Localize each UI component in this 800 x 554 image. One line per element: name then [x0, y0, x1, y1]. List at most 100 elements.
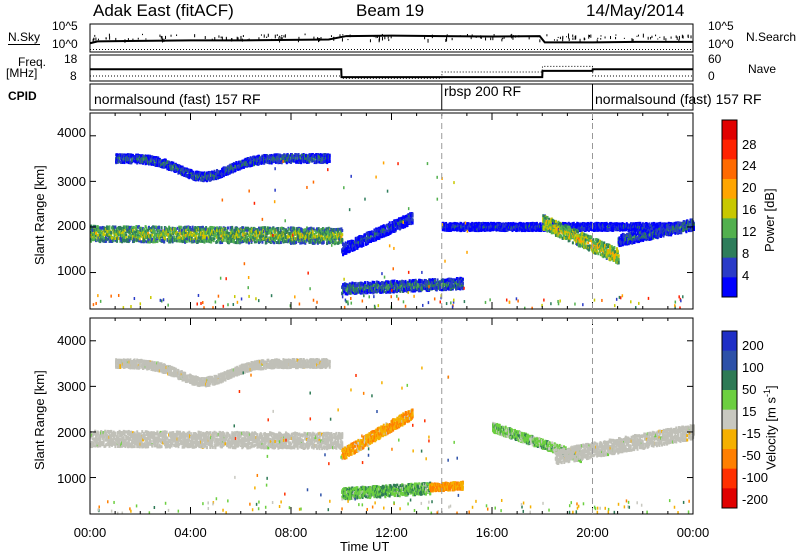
noise-spike — [236, 36, 238, 41]
rti-cell — [254, 234, 257, 238]
noise-spike — [651, 35, 653, 38]
rti-cell — [108, 225, 111, 229]
rti-cell — [332, 232, 335, 236]
noise-spike — [319, 38, 321, 42]
rti-cell — [216, 240, 219, 244]
rti-cell — [335, 227, 338, 231]
rti-cell — [339, 240, 342, 244]
rti-cell — [90, 233, 92, 237]
rti-cell — [232, 232, 235, 236]
rti-cell — [231, 225, 234, 229]
rti-cell — [312, 227, 315, 231]
rti-cell — [137, 234, 140, 238]
rti-cell — [140, 226, 143, 230]
noise-spike — [568, 38, 570, 42]
rti-cell — [252, 230, 255, 234]
noise-spike — [231, 38, 233, 42]
rti-cell — [247, 228, 250, 232]
rti-cell — [205, 226, 208, 230]
rti-cell — [322, 227, 325, 231]
noise-spike — [631, 38, 633, 43]
rti-cell — [114, 237, 117, 241]
noise-spike — [574, 35, 576, 40]
noise-spike — [274, 34, 276, 39]
noise-spike — [512, 35, 514, 37]
rti-cell — [126, 238, 129, 242]
noise-spike — [378, 38, 380, 42]
noise-spike — [490, 37, 492, 41]
rti-cell — [204, 238, 207, 242]
rti-cell — [256, 156, 259, 160]
noise-panel — [89, 23, 694, 53]
noise-spike — [511, 33, 513, 38]
noise-spike — [446, 37, 448, 42]
noise-spike — [655, 34, 657, 37]
cpid-dividers — [441, 84, 593, 110]
noise-spike — [284, 34, 286, 38]
rti-cell — [135, 227, 138, 231]
rti-cell — [152, 240, 155, 244]
noise-spike — [480, 36, 482, 39]
rti-cell — [317, 227, 320, 231]
noise-spike — [221, 36, 223, 41]
rti-cell — [118, 233, 121, 237]
rti-cell — [319, 240, 322, 244]
rti-cell — [229, 233, 232, 237]
noise-spike — [610, 36, 612, 40]
rti-cell — [274, 160, 277, 164]
noise-spike — [266, 36, 268, 39]
rti-cell — [280, 161, 283, 165]
noise-spike — [162, 38, 164, 43]
noise-spike — [369, 39, 371, 43]
rti-cell — [242, 165, 245, 169]
rti-cell — [181, 173, 184, 177]
rti-cell — [153, 227, 156, 231]
noise-spike — [632, 38, 634, 42]
noise-spike — [501, 38, 503, 42]
rti-cell — [100, 231, 103, 235]
rti-cell — [151, 231, 154, 235]
rti-cell — [105, 235, 108, 239]
rti-cell — [195, 226, 198, 230]
rti-cell — [160, 226, 163, 230]
rti-cell — [152, 225, 155, 229]
rti-cell — [216, 238, 219, 242]
rti-cell — [149, 155, 152, 159]
rti-cell — [200, 227, 203, 231]
rti-cell — [185, 225, 188, 229]
rti-cell — [291, 237, 294, 241]
rti-cell — [235, 228, 238, 232]
rti-cell — [191, 225, 194, 229]
rti-cell — [121, 239, 124, 243]
noise-spike — [320, 37, 322, 40]
rti-cell — [195, 237, 198, 241]
noise-spike — [615, 34, 617, 36]
rti-cell — [162, 229, 165, 233]
noise-spike — [276, 34, 278, 36]
nave-line — [90, 65, 693, 79]
rti-cell — [326, 242, 329, 246]
cpid-panel — [89, 83, 694, 111]
rti-cell — [105, 239, 108, 243]
rti-cell — [203, 227, 206, 231]
rti-cell — [157, 157, 160, 161]
rti-cell — [221, 237, 224, 241]
rti-cell — [142, 227, 145, 231]
noise-spike — [160, 35, 162, 39]
rti-cell — [150, 228, 153, 232]
rti-cell — [301, 233, 304, 237]
noise-spike — [642, 33, 644, 38]
rti-cell — [232, 239, 235, 243]
noise-spike — [459, 35, 461, 37]
rti-cell — [213, 235, 216, 239]
rti-cell — [127, 228, 130, 232]
rti-cell — [174, 237, 177, 241]
rti-cell — [197, 178, 200, 182]
noise-spike — [124, 39, 126, 43]
rti-cell — [311, 241, 314, 245]
rti-cell — [211, 226, 214, 230]
rti-cell — [265, 235, 268, 239]
rti-cell — [223, 229, 226, 233]
rti-cell — [138, 237, 141, 241]
